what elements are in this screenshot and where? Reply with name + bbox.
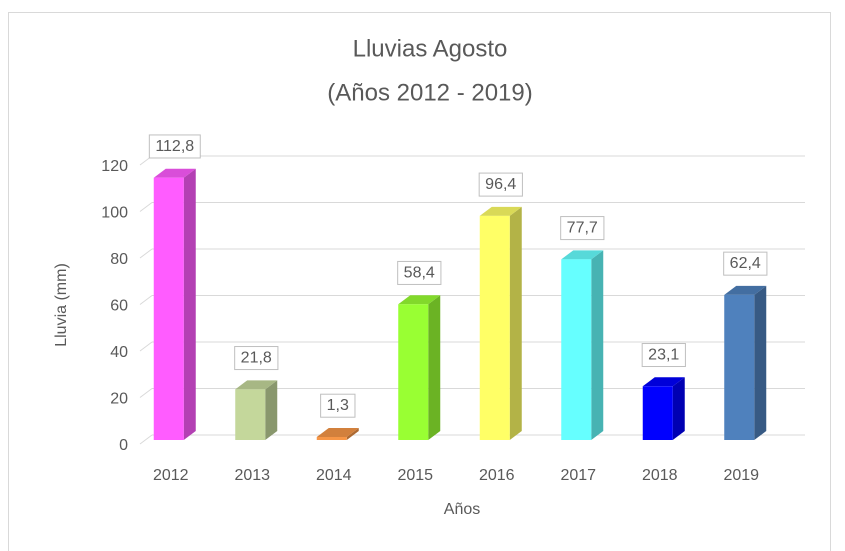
x-tick-label: 2015 (397, 467, 433, 484)
data-label-box (320, 393, 356, 418)
bar-side (346, 427, 359, 440)
chart-subtitle: (Años 2012 - 2019) (327, 79, 532, 106)
x-tick-label: 2016 (479, 467, 515, 484)
bar (642, 386, 673, 440)
grid-line (139, 202, 153, 212)
bar-top (398, 295, 441, 305)
y-tick-label: 60 (110, 298, 128, 315)
bar-side (591, 250, 604, 440)
data-label: 112,8 (155, 138, 194, 155)
bar-top (235, 380, 278, 390)
bar-top (316, 427, 359, 437)
data-label-box (478, 172, 523, 197)
grid-line (139, 434, 153, 445)
data-label: 23,1 (648, 347, 679, 364)
grid-line (139, 388, 153, 398)
bar (479, 215, 510, 440)
grid-line (139, 248, 153, 259)
bar-side (509, 206, 522, 440)
bar (561, 259, 592, 440)
bar-side (754, 285, 767, 440)
bar-side (428, 295, 441, 440)
bar-top (153, 168, 196, 178)
chart-title: Lluvias Agosto (353, 35, 508, 62)
data-label: 21,8 (241, 350, 272, 367)
data-label-box (397, 260, 442, 285)
y-tick-label: 0 (119, 437, 128, 454)
bar (316, 436, 347, 440)
y-tick-label: 80 (110, 251, 128, 268)
x-tick-label: 2019 (723, 467, 759, 484)
x-tick-label: 2017 (560, 467, 596, 484)
bar-side (265, 380, 278, 440)
bar-top (724, 285, 767, 295)
x-tick-label: 2014 (316, 467, 352, 484)
y-axis-label: Lluvia (mm) (53, 263, 70, 347)
bar-top (642, 377, 685, 387)
data-label: 77,7 (567, 220, 598, 237)
y-tick-label: 20 (110, 391, 128, 408)
bar (235, 389, 266, 440)
data-label-box (641, 343, 686, 368)
data-label-box (723, 251, 768, 276)
bar-top (561, 250, 604, 260)
data-label-box (560, 216, 605, 241)
bar (153, 177, 184, 441)
data-label: 96,4 (485, 176, 516, 193)
y-tick-label: 40 (110, 344, 128, 361)
data-label-box (234, 346, 279, 371)
x-tick-label: 2012 (153, 467, 189, 484)
x-axis-label: Años (444, 501, 480, 518)
bar-side (183, 168, 196, 441)
bar (398, 304, 429, 440)
bar-top (479, 206, 522, 216)
bar-side (672, 377, 685, 440)
y-tick-label: 120 (101, 158, 128, 175)
data-label: 1,3 (327, 397, 349, 414)
grid-line (139, 295, 153, 305)
data-label: 62,4 (730, 255, 761, 272)
data-label: 58,4 (404, 264, 435, 281)
y-tick-label: 100 (101, 205, 128, 222)
data-label-box (148, 134, 201, 159)
grid-line (139, 341, 153, 352)
bar (724, 294, 755, 440)
x-tick-label: 2018 (642, 467, 678, 484)
x-tick-label: 2013 (234, 467, 270, 484)
